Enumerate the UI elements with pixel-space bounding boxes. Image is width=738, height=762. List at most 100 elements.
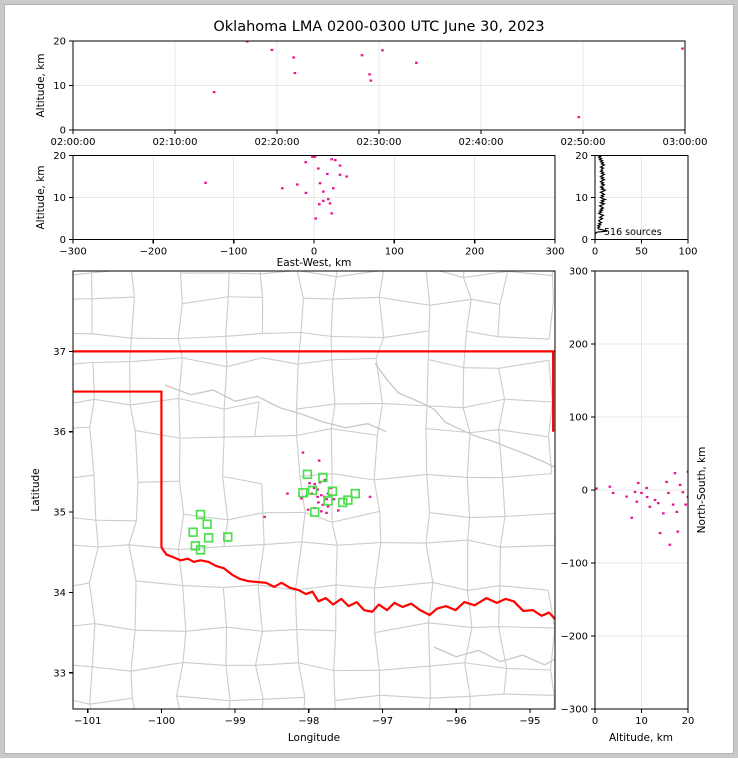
y-tick-label: 0: [60, 235, 66, 246]
x-tick-label: −97: [372, 716, 393, 727]
x-tick-label: 02:20:00: [255, 137, 300, 148]
source-point: [681, 47, 684, 49]
source-point: [415, 62, 418, 64]
source-point: [334, 159, 337, 161]
ew-height-xlabel: East-West, km: [277, 257, 352, 269]
x-tick-label: −100: [220, 247, 247, 258]
source-point: [318, 460, 321, 462]
source-point: [325, 498, 328, 500]
station-marker: [205, 534, 213, 542]
source-point: [674, 472, 677, 474]
axes-frame: [73, 271, 555, 709]
source-point: [369, 496, 372, 498]
source-point: [332, 187, 335, 189]
source-point: [637, 482, 640, 484]
source-point: [286, 493, 289, 495]
station-marker: [339, 499, 347, 507]
source-point: [667, 492, 670, 494]
source-point: [322, 191, 325, 193]
station-marker: [203, 520, 211, 528]
source-point: [305, 192, 308, 194]
source-point: [577, 116, 580, 118]
source-point: [337, 509, 340, 511]
source-point: [314, 217, 317, 219]
source-point: [313, 483, 316, 485]
state-boundary-line: [73, 392, 161, 548]
gridlines: [73, 156, 555, 240]
figure-title: Oklahoma LMA 0200-0300 UTC June 30, 2023: [213, 19, 544, 35]
y-tick-label: 34: [53, 588, 66, 599]
source-point: [325, 512, 328, 514]
source-point: [672, 504, 675, 506]
gridlines: [73, 41, 685, 130]
source-point: [263, 516, 266, 518]
source-point: [316, 496, 319, 498]
source-point: [327, 198, 330, 200]
source-point: [654, 499, 657, 501]
source-point: [368, 73, 371, 75]
source-point: [612, 492, 615, 494]
source-point: [204, 182, 207, 184]
source-point: [684, 504, 687, 506]
source-point: [317, 501, 320, 503]
ns-height-ylabel: North-South, km: [696, 447, 708, 534]
x-tick-label: 02:10:00: [153, 137, 198, 148]
source-point: [646, 496, 649, 498]
ew-height-ylabel: Altitude, km: [35, 165, 47, 229]
source-point: [294, 72, 297, 74]
x-tick-label: 02:50:00: [561, 137, 606, 148]
y-tick-label: 300: [569, 267, 588, 278]
gridlines: [595, 271, 688, 709]
source-point: [330, 212, 333, 214]
y-tick-label: 36: [53, 427, 66, 438]
y-tick-label: −300: [561, 705, 588, 716]
x-tick-label: 10: [635, 716, 648, 727]
x-tick-label: 03:00:00: [663, 137, 708, 148]
map-xlabel: Longitude: [288, 732, 340, 744]
y-tick-label: 10: [575, 193, 588, 204]
source-point: [329, 202, 332, 204]
source-point: [640, 492, 643, 494]
source-point: [657, 502, 660, 504]
x-tick-label: 50: [635, 247, 648, 258]
x-tick-label: 200: [465, 247, 484, 258]
x-tick-label: 300: [545, 247, 564, 258]
y-tick-label: 20: [575, 151, 588, 162]
x-tick-label: −98: [298, 716, 319, 727]
y-tick-label: 10: [53, 81, 66, 92]
source-point: [636, 501, 639, 503]
y-tick-label: 33: [53, 668, 66, 679]
source-point: [326, 173, 329, 175]
y-tick-label: 20: [53, 151, 66, 162]
source-point: [292, 56, 295, 58]
x-tick-label: −300: [59, 247, 86, 258]
y-tick-label: 10: [53, 193, 66, 204]
station-marker: [303, 470, 311, 478]
state-boundary-line: [161, 547, 556, 620]
source-point: [676, 511, 679, 513]
y-tick-label: 0: [582, 486, 588, 497]
y-tick-label: 200: [569, 340, 588, 351]
source-point: [330, 158, 333, 160]
x-tick-label: −100: [148, 716, 175, 727]
x-tick-label: 0: [592, 247, 598, 258]
source-point: [645, 487, 648, 489]
source-point: [307, 509, 310, 511]
river-line: [165, 385, 386, 432]
y-tick-label: 20: [53, 37, 66, 48]
x-tick-label: 0: [592, 716, 598, 727]
source-point: [320, 494, 323, 496]
y-tick-label: 0: [60, 126, 66, 137]
x-tick-label: 02:30:00: [357, 137, 402, 148]
tick-marks: [69, 156, 555, 244]
source-point: [304, 161, 307, 163]
source-point: [296, 183, 299, 185]
map-ylabel: Latitude: [30, 468, 42, 511]
x-tick-label: 0: [311, 247, 317, 258]
